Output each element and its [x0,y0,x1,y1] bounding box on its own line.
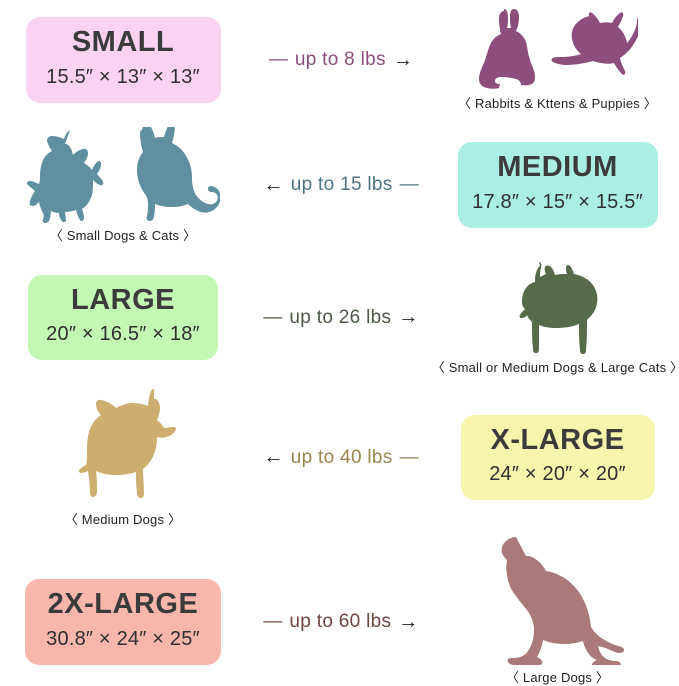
size-box-2xlarge[interactable]: 2X-LARGE 30.8″ × 24″ × 25″ [25,579,221,665]
dash-right-icon: — [399,446,419,468]
size-box-dimensions: 17.8″ × 15″ × 15.5″ [472,190,643,213]
animal-group-large: 〈 Small or Medium Dogs & Large Cats 〉 [432,260,679,376]
row-small-weight-cell: — up to 8 lbs → [246,49,436,72]
weight-limit-label: up to 26 lbs [289,306,392,328]
size-box-xlarge[interactable]: X-LARGE 24″ × 20″ × 20″ [460,414,655,501]
animal-silhouettes [26,126,220,223]
animal-silhouettes [58,387,188,507]
dash-right-icon: — [399,174,419,195]
row-xlarge-weight-cell: ← up to 40 lbs — [246,446,436,469]
small-dog-silhouette [26,127,114,223]
arrow-left-icon: ← [263,446,284,468]
weight-limit-2xlarge: — up to 60 lbs → [263,611,418,634]
row-small-animal-cell: 〈 Rabbits & Kttens & Puppies 〉 [436,8,679,112]
row-2xlarge-animal-cell: 〈 Large Dogs 〉 [436,533,679,686]
size-box-title: SMALL [71,26,175,59]
animal-group-2xlarge: 〈 Large Dogs 〉 [490,533,625,686]
size-box-title: X-LARGE [490,423,625,456]
row-medium-weight-cell: ← up to 15 lbs — [246,174,436,197]
size-row-small: SMALL 15.5″ × 13″ × 13″ — up to 8 lbs → [0,0,679,120]
row-large-box-cell: LARGE 20″ × 16.5″ × 18″ [0,274,246,361]
weight-limit-large: — up to 26 lbs → [263,306,418,329]
row-small-box-cell: SMALL 15.5″ × 13″ × 13″ [0,17,246,103]
row-xlarge-box-cell: X-LARGE 24″ × 20″ × 20″ [436,414,679,501]
large-sitting-dog-silhouette [490,533,625,665]
animal-caption-large: 〈 Small or Medium Dogs & Large Cats 〉 [431,359,679,375]
arrow-right-icon: → [392,48,414,71]
row-2xlarge-box-cell: 2X-LARGE 30.8″ × 24″ × 25″ [0,554,246,665]
weight-limit-label: up to 40 lbs [290,446,393,468]
row-2xlarge-weight-cell: — up to 60 lbs → [246,586,436,634]
arrow-left-icon: ← [263,173,284,196]
dash-left-icon: — [263,306,283,328]
row-large-weight-cell: — up to 26 lbs → [246,306,436,329]
animal-caption-2xlarge: 〈 Large Dogs 〉 [505,670,610,685]
rabbit-silhouette [478,8,536,91]
bulldog-silhouette [503,260,613,355]
size-box-title: 2X-LARGE [47,588,199,621]
size-box-dimensions: 30.8″ × 24″ × 25″ [46,627,200,650]
weight-limit-label: up to 8 lbs [294,49,386,70]
size-row-2xlarge: 2X-LARGE 30.8″ × 24″ × 25″ — up to 60 lb… [0,533,679,686]
stretching-kitten-silhouette [542,9,638,91]
arrow-right-icon: → [398,610,419,633]
animal-group-xlarge: 〈 Medium Dogs 〉 [58,387,188,528]
size-row-xlarge: 〈 Medium Dogs 〉 ← up to 40 lbs — X-LARGE… [0,385,679,530]
size-box-small[interactable]: SMALL 15.5″ × 13″ × 13″ [25,17,221,103]
shiba-dog-silhouette [58,387,188,507]
size-box-medium[interactable]: MEDIUM 17.8″ × 15″ × 15.5″ [457,142,658,228]
dash-left-icon: — [263,611,283,632]
size-box-dimensions: 20″ × 16.5″ × 18″ [46,323,200,346]
size-box-title: LARGE [71,283,175,316]
row-medium-box-cell: MEDIUM 17.8″ × 15″ × 15.5″ [436,142,679,228]
size-box-dimensions: 15.5″ × 13″ × 13″ [46,65,200,88]
row-xlarge-animal-cell: 〈 Medium Dogs 〉 [0,387,246,528]
animal-caption-xlarge: 〈 Medium Dogs 〉 [64,512,182,527]
sitting-cat-silhouette [120,126,220,223]
animal-silhouettes [478,8,638,91]
animal-caption-small: 〈 Rabbits & Kttens & Puppies 〉 [458,95,657,111]
animal-silhouettes [503,260,613,355]
row-medium-animal-cell: 〈 Small Dogs & Cats 〉 [0,126,246,244]
weight-limit-xlarge: ← up to 40 lbs — [263,446,418,469]
weight-limit-small: — up to 8 lbs → [269,49,413,72]
row-large-animal-cell: 〈 Small or Medium Dogs & Large Cats 〉 [432,260,679,376]
arrow-right-icon: → [398,306,419,328]
weight-limit-label: up to 60 lbs [289,611,392,632]
animal-silhouettes [490,533,625,665]
animal-caption-medium: 〈 Small Dogs & Cats 〉 [49,227,197,243]
animal-group-medium: 〈 Small Dogs & Cats 〉 [26,126,220,244]
size-row-medium: 〈 Small Dogs & Cats 〉 ← up to 15 lbs — M… [0,120,679,250]
weight-limit-medium: ← up to 15 lbs — [263,174,418,197]
size-box-dimensions: 24″ × 20″ × 20″ [489,463,626,486]
weight-limit-label: up to 15 lbs [290,174,393,195]
size-box-large[interactable]: LARGE 20″ × 16.5″ × 18″ [28,274,218,361]
size-row-large: LARGE 20″ × 16.5″ × 18″ — up to 26 lbs →… [0,255,679,380]
size-box-title: MEDIUM [497,151,618,184]
animal-group-small: 〈 Rabbits & Kttens & Puppies 〉 [458,8,657,112]
dash-left-icon: — [268,49,288,70]
